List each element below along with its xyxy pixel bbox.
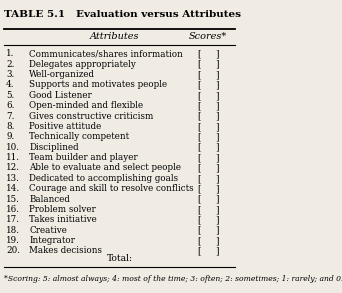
- Text: 10.: 10.: [6, 143, 20, 152]
- Text: 15.: 15.: [6, 195, 20, 204]
- Text: [: [: [198, 49, 201, 58]
- Text: 17.: 17.: [6, 215, 20, 224]
- Text: Takes initiative: Takes initiative: [29, 215, 97, 224]
- Text: Attributes: Attributes: [90, 32, 140, 41]
- Text: ]: ]: [215, 184, 219, 193]
- Text: ]: ]: [215, 70, 219, 79]
- Text: [: [: [198, 236, 201, 245]
- Text: 6.: 6.: [6, 101, 14, 110]
- Text: [: [: [198, 184, 201, 193]
- Text: Gives constructive criticism: Gives constructive criticism: [29, 112, 154, 120]
- Text: Makes decisions: Makes decisions: [29, 246, 102, 255]
- Text: 16.: 16.: [6, 205, 20, 214]
- Text: [: [: [198, 143, 201, 152]
- Text: TABLE 5.1   Evaluation versus Attributes: TABLE 5.1 Evaluation versus Attributes: [4, 10, 241, 19]
- Text: ]: ]: [215, 163, 219, 172]
- Text: [: [: [198, 215, 201, 224]
- Text: 1.: 1.: [6, 49, 14, 58]
- Text: Open-minded and flexible: Open-minded and flexible: [29, 101, 143, 110]
- Text: 4.: 4.: [6, 80, 15, 89]
- Text: ]: ]: [215, 112, 219, 120]
- Text: ]: ]: [215, 174, 219, 183]
- Text: [: [: [198, 112, 201, 120]
- Text: [: [: [198, 122, 201, 131]
- Text: ]: ]: [215, 226, 219, 235]
- Text: 13.: 13.: [6, 174, 20, 183]
- Text: 8.: 8.: [6, 122, 14, 131]
- Text: Communicates/shares information: Communicates/shares information: [29, 49, 183, 58]
- Text: Good Listener: Good Listener: [29, 91, 92, 100]
- Text: 5.: 5.: [6, 91, 14, 100]
- Text: ]: ]: [215, 153, 219, 162]
- Text: 2.: 2.: [6, 60, 14, 69]
- Text: Scores*: Scores*: [188, 32, 227, 41]
- Text: 18.: 18.: [6, 226, 20, 235]
- Text: ]: ]: [215, 246, 219, 255]
- Text: ]: ]: [215, 236, 219, 245]
- Text: 12.: 12.: [6, 163, 20, 172]
- Text: Dedicated to accomplishing goals: Dedicated to accomplishing goals: [29, 174, 179, 183]
- Text: 19.: 19.: [6, 236, 20, 245]
- Text: 20.: 20.: [6, 246, 20, 255]
- Text: Delegates appropriately: Delegates appropriately: [29, 60, 136, 69]
- Text: 3.: 3.: [6, 70, 14, 79]
- Text: [: [: [198, 91, 201, 100]
- Text: [: [: [198, 246, 201, 255]
- Text: [: [: [198, 80, 201, 89]
- Text: [: [: [198, 70, 201, 79]
- Text: [: [: [198, 101, 201, 110]
- Text: [: [: [198, 174, 201, 183]
- Text: Creative: Creative: [29, 226, 67, 235]
- Text: ]: ]: [215, 122, 219, 131]
- Text: [: [: [198, 195, 201, 204]
- Text: [: [: [198, 60, 201, 69]
- Text: ]: ]: [215, 143, 219, 152]
- Text: Positive attitude: Positive attitude: [29, 122, 102, 131]
- Text: [: [: [198, 153, 201, 162]
- Text: Able to evaluate and select people: Able to evaluate and select people: [29, 163, 181, 172]
- Text: Supports and motivates people: Supports and motivates people: [29, 80, 167, 89]
- Text: ]: ]: [215, 132, 219, 141]
- Text: ]: ]: [215, 101, 219, 110]
- Text: Total:: Total:: [106, 254, 133, 263]
- Text: Team builder and player: Team builder and player: [29, 153, 138, 162]
- Text: [: [: [198, 163, 201, 172]
- Text: 7.: 7.: [6, 112, 14, 120]
- Text: Technically competent: Technically competent: [29, 132, 129, 141]
- Text: ]: ]: [215, 91, 219, 100]
- Text: [: [: [198, 132, 201, 141]
- Text: [: [: [198, 226, 201, 235]
- Text: ]: ]: [215, 215, 219, 224]
- Text: ]: ]: [215, 195, 219, 204]
- Text: Courage and skill to resolve conflicts: Courage and skill to resolve conflicts: [29, 184, 194, 193]
- Text: Well-organized: Well-organized: [29, 70, 95, 79]
- Text: ]: ]: [215, 49, 219, 58]
- Text: ]: ]: [215, 80, 219, 89]
- Text: ]: ]: [215, 205, 219, 214]
- Text: ]: ]: [215, 60, 219, 69]
- Text: Balanced: Balanced: [29, 195, 70, 204]
- Text: *Scoring: 5: almost always; 4: most of the time; 3: often; 2: sometimes; 1: rare: *Scoring: 5: almost always; 4: most of t…: [4, 275, 342, 283]
- Text: 11.: 11.: [6, 153, 20, 162]
- Text: Problem solver: Problem solver: [29, 205, 96, 214]
- Text: 14.: 14.: [6, 184, 20, 193]
- Text: Disciplined: Disciplined: [29, 143, 79, 152]
- Text: [: [: [198, 205, 201, 214]
- Text: Integrator: Integrator: [29, 236, 75, 245]
- Text: 9.: 9.: [6, 132, 14, 141]
